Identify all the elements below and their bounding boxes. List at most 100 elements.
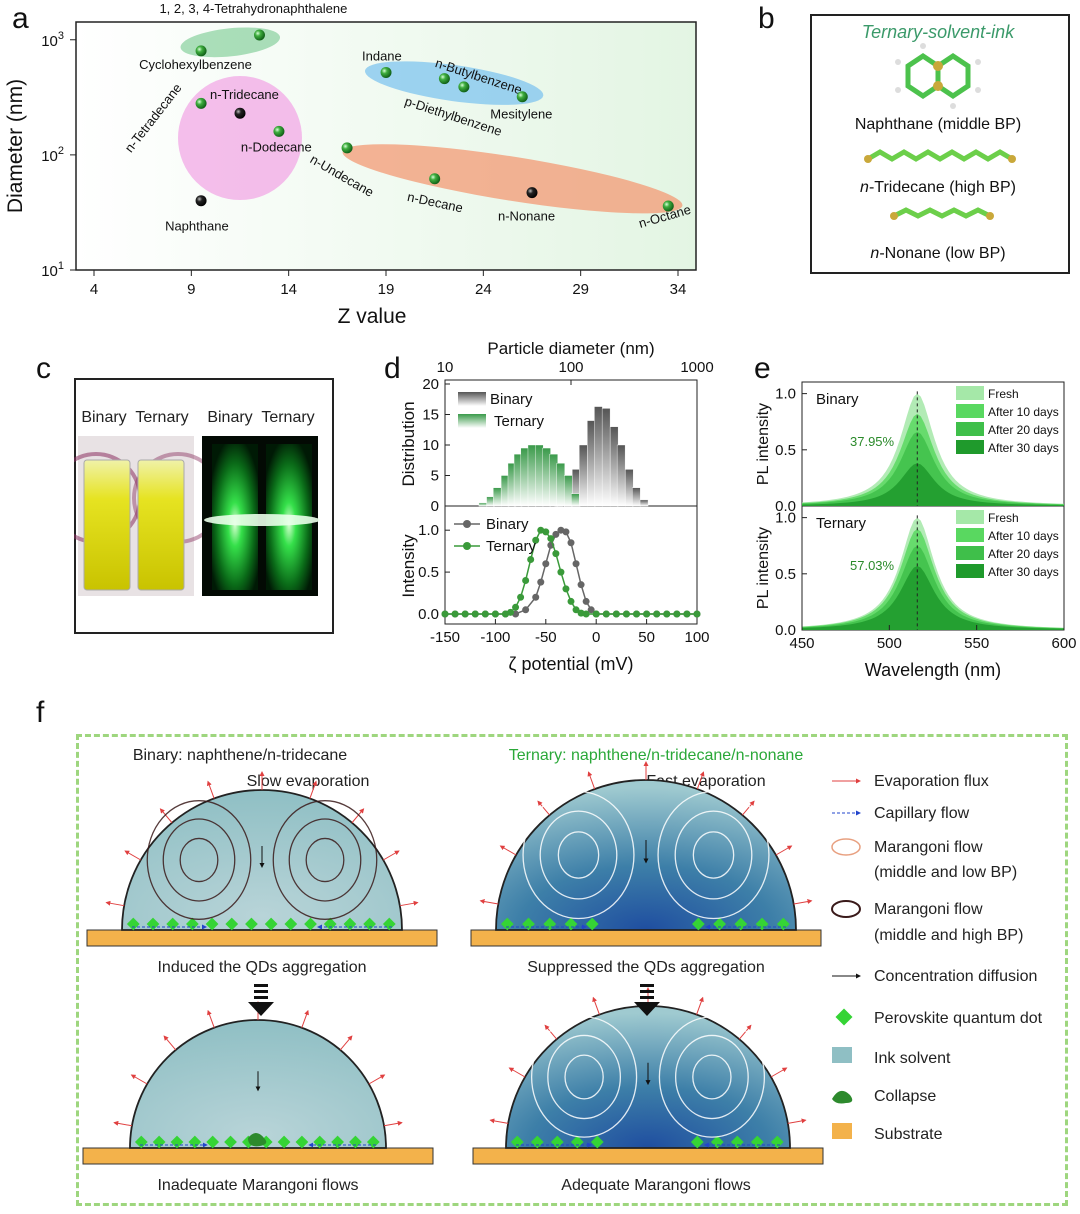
naphthane-molecule	[895, 43, 981, 109]
legend-text: (middle and low BP)	[874, 864, 1017, 881]
evaporation-arrow	[770, 1067, 788, 1078]
d-top-legend-binary: Binary	[490, 391, 533, 408]
substrate-square-icon	[832, 1123, 852, 1139]
d-point	[577, 581, 585, 589]
e-legend-swatch	[956, 546, 984, 560]
binary-title: Binary: naphthene/n-tridecane	[133, 747, 347, 764]
d-point	[673, 610, 681, 618]
d-point	[562, 585, 570, 593]
d-point	[542, 528, 550, 536]
evaporation-arrow	[383, 1120, 403, 1127]
marangoni-loop	[522, 790, 635, 920]
solvent-label: Indane	[362, 48, 402, 63]
d-bottom-xtick: 50	[638, 629, 655, 646]
marangoni-loop	[539, 810, 618, 900]
legend-item: Perovskite quantum dot	[835, 1008, 1043, 1027]
e-legend-text: After 10 days	[988, 529, 1059, 543]
substrate	[82, 1147, 434, 1165]
e-xtick: 600	[1051, 635, 1076, 652]
d-bar	[549, 453, 558, 507]
d-bottom-ylabel: Intensity	[399, 534, 418, 598]
ternary-title: Ternary: naphthene/n-tridecane/n-nonane	[509, 747, 804, 764]
legend-text: Collapse	[874, 1088, 936, 1105]
marangoni-loop	[162, 818, 236, 902]
tridecane-molecule	[866, 149, 1014, 162]
d-point	[612, 610, 620, 618]
legend-item: Evaporation flux	[832, 773, 989, 790]
binary-vial-daylight	[83, 459, 131, 591]
data-point	[438, 73, 450, 85]
d-point	[693, 610, 701, 618]
e-legend-text: After 20 days	[988, 423, 1059, 437]
d-point	[552, 550, 560, 558]
evaporation-arrow	[124, 850, 142, 861]
induced-aggregation: Induced the QDs aggregation	[157, 959, 366, 976]
inadequate-flows: Inadequate Marangoni flows	[157, 1177, 358, 1194]
d-point	[622, 610, 630, 618]
naphthane-label: Naphthane (middle BP)	[855, 116, 1021, 133]
e-legend-swatch	[956, 440, 984, 454]
data-point	[341, 142, 353, 154]
data-point	[195, 97, 207, 109]
d-bar	[601, 408, 611, 507]
d-point	[587, 606, 595, 614]
d-top-ytick: 20	[422, 376, 439, 393]
d-point	[567, 539, 575, 547]
d-bar	[478, 502, 488, 507]
marangoni-loop	[692, 831, 735, 879]
d-top-xlabel: Particle diameter (nm)	[487, 339, 654, 358]
e-retention: 57.03%	[850, 558, 895, 573]
d-top-ytick: 10	[422, 437, 439, 454]
dark-loop-icon	[831, 900, 861, 918]
d-point	[471, 610, 479, 618]
d-series-line	[445, 529, 697, 615]
panel-c-photo: Binary Ternary Binary Ternary	[74, 409, 320, 596]
d-point	[683, 610, 691, 618]
d-bottom-xtick: 0	[592, 629, 600, 646]
evaporation-arrow	[537, 800, 550, 816]
ternary-ink-title: Ternary-solvent-ink	[862, 22, 1015, 42]
solvent-label: Cyclohexylbenzene	[139, 57, 252, 72]
d-bar	[493, 487, 502, 507]
evaporation-arrow	[382, 850, 400, 861]
d-point	[522, 576, 530, 584]
evaporation-arrow	[489, 1118, 509, 1124]
legend-item: Marangoni flow	[831, 838, 983, 856]
evaporation-arrow	[742, 800, 755, 816]
d-bottom-legend: Binary	[486, 516, 529, 533]
d-point	[491, 610, 499, 618]
e-pl-curve	[802, 545, 1064, 630]
orange-loop-icon	[831, 838, 861, 856]
ternary-droplet-bottom	[472, 987, 824, 1165]
a-xtick-label: 4	[90, 281, 98, 298]
d-bottom-ytick: 0.5	[418, 564, 439, 581]
d-point	[592, 610, 600, 618]
solvent-label: Naphthane	[165, 219, 229, 234]
down-arrow-icon	[248, 984, 274, 1016]
a-xtick-label: 9	[187, 281, 195, 298]
d-bar	[616, 444, 626, 507]
d-top-ytick: 15	[422, 407, 439, 424]
d-bottom-ytick: 1.0	[418, 522, 439, 539]
evaporation-arrow	[339, 1035, 353, 1051]
legend-text: Capillary flow	[874, 805, 970, 822]
panel-label-a: a	[12, 2, 29, 35]
legend-item: (middle and low BP)	[874, 864, 1017, 881]
d-point	[507, 608, 515, 616]
e-legend-swatch	[956, 386, 984, 400]
cluster-ellipse	[342, 144, 683, 214]
evaporation-arrow	[207, 1009, 215, 1028]
evaporation-arrow	[301, 1009, 309, 1028]
a-xtick-label: 29	[572, 281, 589, 298]
a-xtick-label: 14	[280, 281, 297, 298]
e-xtick: 450	[789, 635, 814, 652]
e-legend-swatch	[956, 564, 984, 578]
d-point	[562, 528, 570, 536]
d-bar	[535, 444, 544, 507]
d-point	[582, 610, 590, 618]
a-xlabel: Z value	[338, 305, 407, 328]
cluster-ellipse	[364, 61, 544, 105]
marangoni-loop	[658, 1016, 766, 1138]
legend-item: (middle and high BP)	[874, 927, 1023, 944]
adequate-flows: Adequate Marangoni flows	[561, 1177, 750, 1194]
